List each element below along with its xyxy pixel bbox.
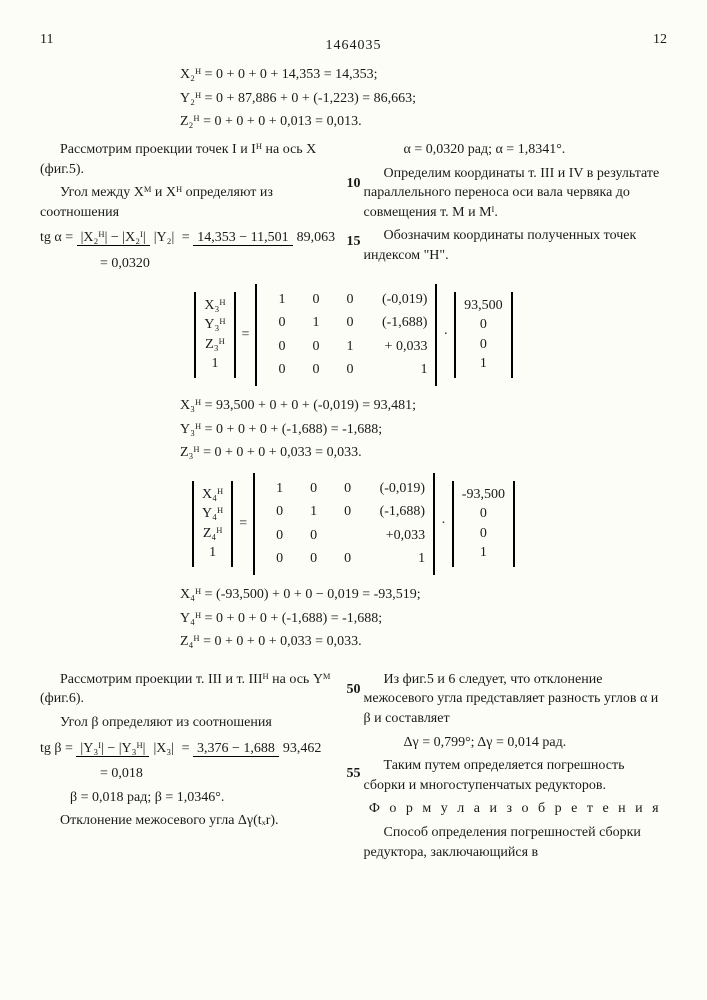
doc-number: 1464035 [40, 36, 667, 56]
m3-01: 0 [299, 290, 319, 310]
eq-z2: Z₂ᴴ = 0 + 0 + 0 + 0,013 = 0,013. [180, 112, 667, 132]
left2-p2: Угол β определяют из соотношения [40, 713, 344, 733]
m3-30: 0 [265, 360, 285, 380]
tgb-lhs: tg β = [40, 741, 73, 756]
right1-p2: Обозначим координаты полученных точек ин… [364, 226, 668, 265]
m4-12: 0 [331, 502, 351, 522]
m4-33: 1 [365, 549, 425, 569]
line-10: 10 [347, 174, 361, 194]
m3-23: + 0,033 [367, 337, 427, 357]
beta-line: β = 0,018 рад; β = 1,0346°. [40, 788, 344, 808]
m4-rhs-3: 1 [480, 543, 487, 563]
right2-p3: Способ определения погрешностей сборки р… [364, 823, 668, 862]
m4-01: 0 [297, 479, 317, 499]
m3-22: 1 [333, 337, 353, 357]
calc4-y: Y₄ᴴ = 0 + 0 + 0 + (-1,688) = -1,688; [180, 609, 667, 629]
formula-title: Ф о р м у л а и з о б р е т е н и я [364, 799, 668, 819]
m3-10: 0 [265, 313, 285, 333]
m3-33: 1 [367, 360, 427, 380]
m3-21: 0 [299, 337, 319, 357]
m3-13: (-1,688) [367, 313, 427, 333]
delta-gamma: Δγ = 0,799°; Δγ = 0,014 рад. [364, 733, 668, 753]
m3-lhs-1: Y₃ᴴ [204, 315, 225, 335]
tg-beta-eq: tg β = |Y₃ᴵ| − |Y₃ᴴ||X₃| = 3,376 − 1,688… [40, 739, 344, 759]
eq-x2: X₂ᴴ = 0 + 0 + 0 + 14,353 = 14,353; [180, 65, 667, 85]
m4-00: 1 [263, 479, 283, 499]
left1-p2: Угол между Xᴹ и Xᴴ определяют из соотнош… [40, 183, 344, 222]
tgb-den2: 93,462 [279, 741, 326, 756]
tgb-num2: 3,376 − 1,688 [193, 741, 279, 757]
m3-02: 0 [333, 290, 353, 310]
m4-21: 0 [297, 526, 317, 546]
tgb-num: |Y₃ᴵ| − |Y₃ᴴ| [76, 741, 149, 757]
m4-22 [331, 526, 351, 546]
alpha-line: α = 0,0320 рад; α = 1,8341°. [364, 140, 668, 160]
m3-rhs-0: 93,500 [464, 296, 503, 316]
left2-p1: Рассмотрим проекции т. III и т. IIIᴴ на … [40, 670, 344, 709]
page-left: 11 [40, 30, 53, 50]
line-15: 15 [347, 232, 361, 252]
m4-lhs-2: Z₄ᴴ [203, 524, 223, 544]
matrix-4: X₄ᴴ Y₄ᴴ Z₄ᴴ 1 = 100(-0,019) 010(-1,688) … [40, 473, 667, 575]
m3-12: 0 [333, 313, 353, 333]
m3-20: 0 [265, 337, 285, 357]
m3-32: 0 [333, 360, 353, 380]
line-55: 55 [347, 764, 361, 784]
calc3-z: Z₃ᴴ = 0 + 0 + 0 + 0,033 = 0,033. [180, 443, 667, 463]
m3-00: 1 [265, 290, 285, 310]
m3-lhs-0: X₃ᴴ [204, 296, 225, 316]
m4-32: 0 [331, 549, 351, 569]
m3-rhs-1: 0 [480, 315, 487, 335]
m4-13: (-1,688) [365, 502, 425, 522]
m3-31: 0 [299, 360, 319, 380]
left2-p3: Отклонение межосевого угла Δγ(tₓr). [40, 811, 344, 831]
calc3-x: X₃ᴴ = 93,500 + 0 + 0 + (-0,019) = 93,481… [180, 396, 667, 416]
right1-p1: Определим координаты т. III и IV в резул… [364, 164, 668, 223]
calc4-x: X₄ᴴ = (-93,500) + 0 + 0 − 0,019 = -93,51… [180, 585, 667, 605]
m4-23: +0,033 [365, 526, 425, 546]
m4-31: 0 [297, 549, 317, 569]
tg-num2: 14,353 − 11,501 [193, 230, 292, 246]
m4-20: 0 [263, 526, 283, 546]
m3-rhs-3: 1 [480, 354, 487, 374]
m4-03: (-0,019) [365, 479, 425, 499]
m4-lhs-3: 1 [209, 543, 216, 563]
tgb-res: = 0,018 [100, 764, 344, 784]
m3-lhs-3: 1 [211, 354, 218, 374]
m3-11: 1 [299, 313, 319, 333]
m3-rhs-2: 0 [480, 335, 487, 355]
m4-02: 0 [331, 479, 351, 499]
tg-res: = 0,0320 [100, 254, 344, 274]
tg-den: |Y₂| [150, 230, 179, 245]
eq-y2: Y₂ᴴ = 0 + 87,886 + 0 + (-1,223) = 86,663… [180, 89, 667, 109]
m4-10: 0 [263, 502, 283, 522]
right2-p1: Из фиг.5 и 6 следует, что отклонение меж… [364, 670, 668, 729]
right2-p2: Таким путем определяется погрешность сбо… [364, 756, 668, 795]
m3-03: (-0,019) [367, 290, 427, 310]
calc4-z: Z₄ᴴ = 0 + 0 + 0 + 0,033 = 0,033. [180, 632, 667, 652]
matrix-3: X₃ᴴ Y₃ᴴ Z₃ᴴ 1 = 100(-0,019) 010(-1,688) … [40, 284, 667, 386]
m3-lhs-2: Z₃ᴴ [205, 335, 225, 355]
calc3-y: Y₃ᴴ = 0 + 0 + 0 + (-1,688) = -1,688; [180, 420, 667, 440]
tg-den2: 89,063 [293, 230, 340, 245]
left1-p1: Рассмотрим проекции точек I и Iᴴ на ось … [40, 140, 344, 179]
m4-rhs-0: -93,500 [462, 485, 505, 505]
m4-30: 0 [263, 549, 283, 569]
m4-lhs-1: Y₄ᴴ [202, 504, 223, 524]
m4-11: 1 [297, 502, 317, 522]
page-right: 12 [653, 30, 667, 50]
tg-alpha-eq: tg α = |X₂ᴴ| − |X₂ᴵ||Y₂| = 14,353 − 11,5… [40, 228, 344, 248]
tgb-den: |X₃| [149, 741, 178, 756]
tg-num: |X₂ᴴ| − |X₂ᴵ| [77, 230, 150, 246]
m4-rhs-1: 0 [480, 504, 487, 524]
line-50: 50 [347, 680, 361, 700]
m4-rhs-2: 0 [480, 524, 487, 544]
tg-lhs: tg α = [40, 230, 73, 245]
m4-lhs-0: X₄ᴴ [202, 485, 223, 505]
